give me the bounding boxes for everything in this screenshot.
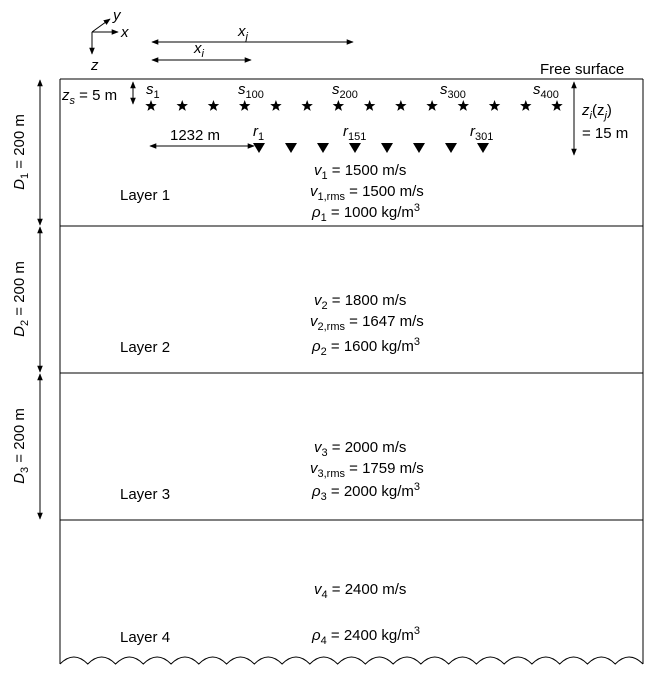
- source-star-icon: [426, 100, 438, 111]
- source-star-icon: [363, 100, 376, 111]
- layer-4-velocity: v4 = 2400 m/s: [314, 581, 406, 601]
- receiver-labels: r1 r151 r301: [253, 123, 493, 143]
- truncated-bottom-boundary: [59, 656, 644, 665]
- receiver-triangle-icon: [381, 143, 393, 153]
- receiver-triangle-icon: [477, 143, 489, 153]
- x-axis-label: x: [120, 24, 129, 41]
- source-star-icon: [176, 100, 188, 111]
- receiver-depth-label-line2: = 15 m: [582, 125, 628, 142]
- free-surface-label: Free surface: [540, 61, 624, 78]
- layer-1: Layer 1 v1 = 1500 m/s v1,rms = 1500 m/s …: [120, 162, 424, 224]
- source-star-icon: [551, 100, 563, 111]
- receiver-depth-label-line1: zi(zj): [581, 102, 612, 122]
- layer-2-rms-velocity: v2,rms = 1647 m/s: [310, 313, 424, 333]
- layer-4-density: ρ4 = 2400 kg/m3: [311, 625, 420, 647]
- layer-4: Layer 4 v4 = 2400 m/s ρ4 = 2400 kg/m3: [120, 581, 420, 647]
- layer-thickness-annotations: D1 = 200 m D2 = 200 m D3 = 200 m: [11, 79, 43, 520]
- layer-4-name: Layer 4: [120, 629, 170, 646]
- source-depth-annotation: zs = 5 m: [61, 81, 136, 107]
- receiver-array: [253, 143, 489, 153]
- receiver-label-r1: r1: [253, 123, 264, 143]
- layer-1-name: Layer 1: [120, 187, 170, 204]
- layer-2-density: ρ2 = 1600 kg/m3: [311, 336, 420, 358]
- source-star-icon: [270, 100, 282, 111]
- source-label-s1: s1: [146, 81, 160, 101]
- source-label-s400: s400: [533, 81, 559, 101]
- thickness-label-d3: D3 = 200 m: [11, 408, 31, 484]
- source-star-icon: [238, 100, 251, 111]
- offset-xi-label: xi: [193, 40, 205, 60]
- receiver-triangle-icon: [413, 143, 425, 153]
- layer-1-rms-velocity: v1,rms = 1500 m/s: [310, 183, 424, 203]
- receiver-triangle-icon: [253, 143, 265, 153]
- receiver-triangle-icon: [317, 143, 329, 153]
- layer-2-name: Layer 2: [120, 339, 170, 356]
- source-star-icon: [488, 100, 501, 111]
- model-boundaries: [59, 78, 644, 665]
- receiver-offset-label: 1232 m: [170, 127, 220, 144]
- source-star-icon: [332, 100, 345, 111]
- layer-2: Layer 2 v2 = 1800 m/s v2,rms = 1647 m/s …: [120, 292, 424, 358]
- source-depth-label: zs = 5 m: [61, 87, 117, 107]
- thickness-label-d1: D1 = 200 m: [11, 114, 31, 190]
- layer-3-density: ρ3 = 2000 kg/m3: [311, 481, 420, 503]
- layer-3-name: Layer 3: [120, 486, 170, 503]
- source-star-icon: [457, 100, 470, 111]
- receiver-offset-annotation: 1232 m: [149, 127, 255, 149]
- receiver-label-r301: r301: [470, 123, 493, 143]
- thickness-label-d2: D2 = 200 m: [11, 261, 31, 337]
- coordinate-axes: x y z: [89, 7, 129, 74]
- source-star-icon: [207, 100, 220, 111]
- source-label-s300: s300: [440, 81, 466, 101]
- source-star-icon: [301, 100, 313, 111]
- y-axis-arrow: [91, 18, 111, 33]
- receiver-label-r151: r151: [343, 123, 366, 143]
- source-star-icon: [145, 100, 157, 111]
- offset-arrows: xj xi: [151, 23, 354, 63]
- source-label-s200: s200: [332, 81, 358, 101]
- source-star-icon: [520, 100, 532, 111]
- receiver-triangle-icon: [349, 143, 361, 153]
- receiver-triangle-icon: [445, 143, 457, 153]
- layer-2-velocity: v2 = 1800 m/s: [314, 292, 406, 312]
- offset-xj-label: xj: [237, 23, 249, 43]
- source-labels: s1 s100 s200 s300 s400: [146, 81, 559, 101]
- layer-3: Layer 3 v3 = 2000 m/s v3,rms = 1759 m/s …: [120, 439, 424, 503]
- layer-3-velocity: v3 = 2000 m/s: [314, 439, 406, 459]
- layer-1-density: ρ1 = 1000 kg/m3: [311, 202, 420, 224]
- receiver-depth-annotation: zi(zj) = 15 m: [571, 81, 628, 156]
- layer-1-velocity: v1 = 1500 m/s: [314, 162, 406, 182]
- source-label-s100: s100: [238, 81, 264, 101]
- source-array: [145, 100, 563, 111]
- y-axis-label: y: [112, 7, 122, 24]
- source-star-icon: [395, 100, 407, 111]
- z-axis-label: z: [90, 57, 99, 74]
- layer-3-rms-velocity: v3,rms = 1759 m/s: [310, 460, 424, 480]
- receiver-triangle-icon: [285, 143, 297, 153]
